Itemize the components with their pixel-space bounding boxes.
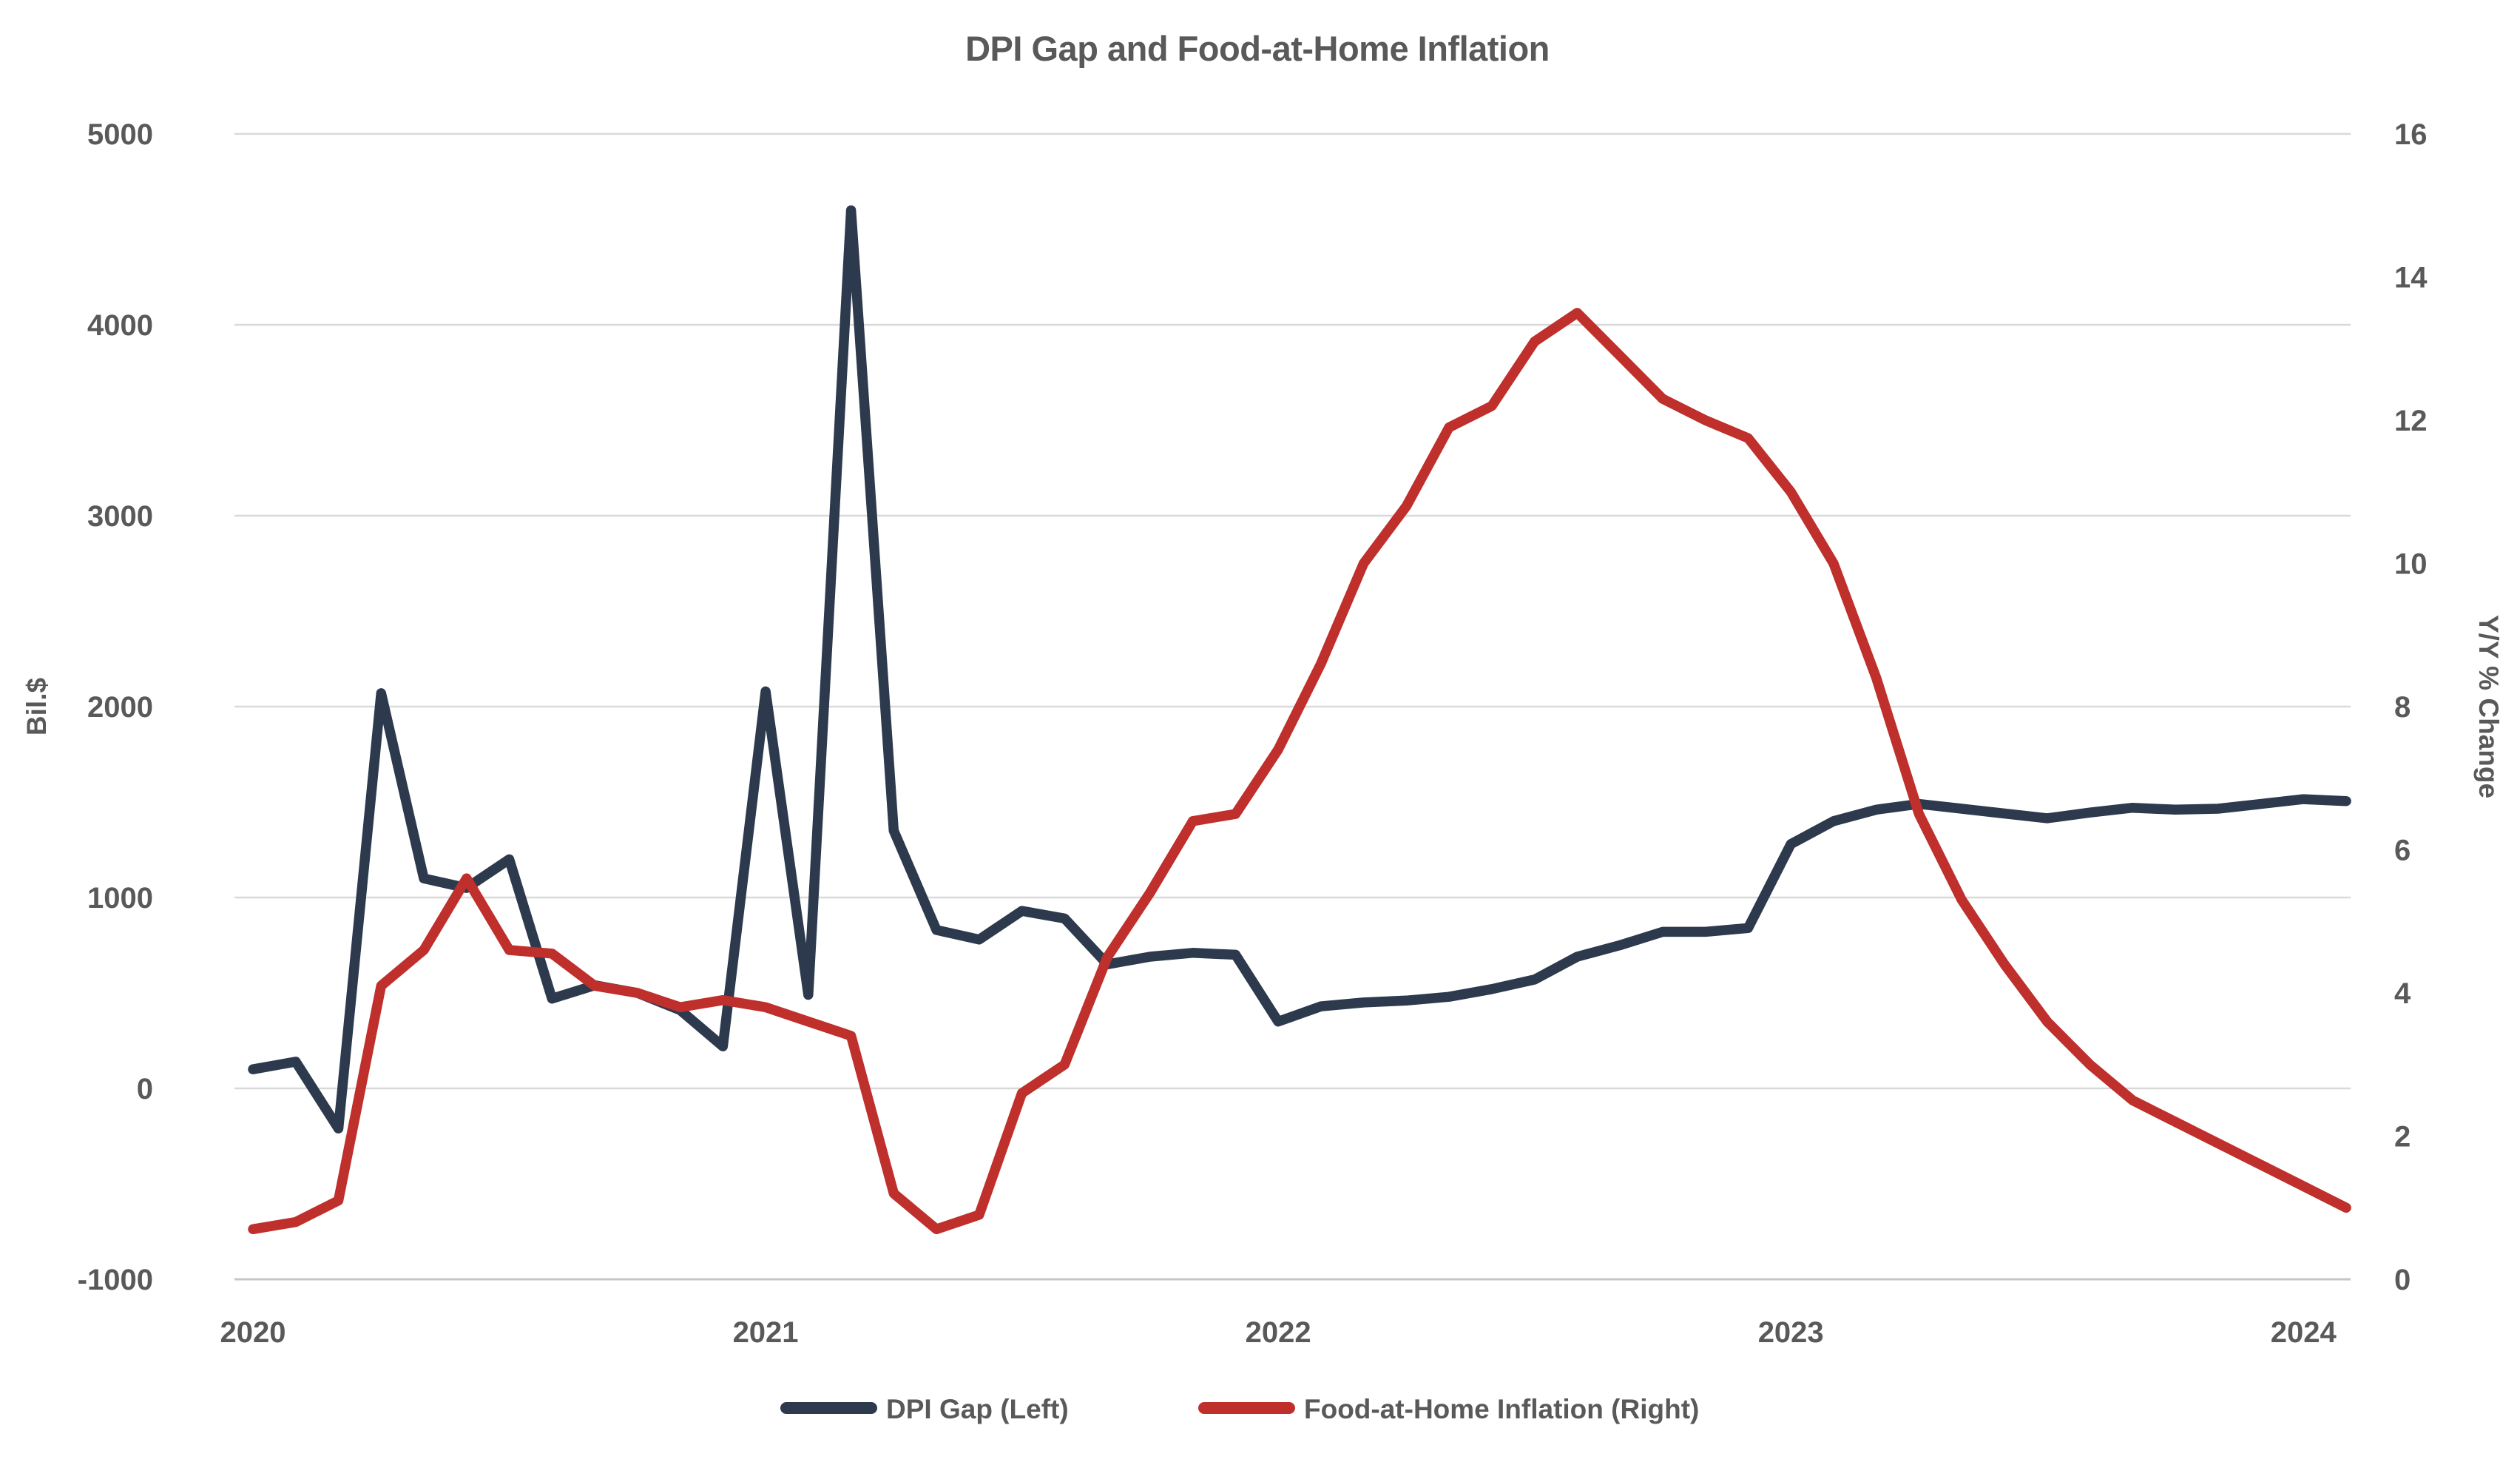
left-axis-tick: 0: [137, 1073, 153, 1105]
right-axis-tick: 0: [2394, 1264, 2411, 1296]
right-axis-tick: 14: [2394, 262, 2428, 294]
inflation-line: [248, 308, 2351, 1235]
legend-label-inflation: Food-at-Home Inflation (Right): [1304, 1394, 1699, 1424]
right-axis-tick: 10: [2394, 548, 2428, 581]
right-axis-tick: 2: [2394, 1121, 2411, 1154]
left-axis-tick: 5000: [87, 118, 153, 151]
right-axis-tick: 8: [2394, 691, 2411, 724]
x-axis-tick-labels: 2020 2021 2022 2023 2024: [220, 1316, 2337, 1349]
left-axis-tick: 4000: [87, 309, 153, 342]
x-axis-tick: 2022: [1246, 1316, 1311, 1349]
right-axis-tick: 6: [2394, 835, 2411, 867]
left-axis-title: Bil.$: [21, 678, 52, 736]
left-axis-tick: 2000: [87, 691, 153, 724]
series-lines: [248, 205, 2351, 1235]
right-axis-tick-labels: 16 14 12 10 8 6 4 2 0: [2394, 118, 2428, 1296]
gridlines: [234, 132, 2351, 1281]
left-axis-tick: -1000: [78, 1264, 153, 1296]
right-axis-tick: 4: [2394, 977, 2411, 1010]
right-axis-tick: 16: [2394, 118, 2428, 151]
left-axis-tick: 3000: [87, 500, 153, 533]
right-axis-tick: 12: [2394, 405, 2428, 437]
chart-title: DPI Gap and Food-at-Home Inflation: [965, 29, 1550, 68]
right-axis-title: Y/Y % Change: [2473, 615, 2504, 798]
x-axis-tick: 2020: [220, 1316, 286, 1349]
left-axis-tick-labels: 5000 4000 3000 2000 1000 0 -1000: [78, 118, 153, 1296]
x-axis-tick: 2021: [733, 1316, 799, 1349]
legend: DPI Gap (Left) Food-at-Home Inflation (R…: [780, 1394, 1699, 1424]
legend-label-dpi-gap: DPI Gap (Left): [886, 1394, 1069, 1424]
x-axis-tick: 2024: [2271, 1316, 2337, 1349]
left-axis-tick: 1000: [87, 882, 153, 915]
x-axis-tick: 2023: [1758, 1316, 1824, 1349]
